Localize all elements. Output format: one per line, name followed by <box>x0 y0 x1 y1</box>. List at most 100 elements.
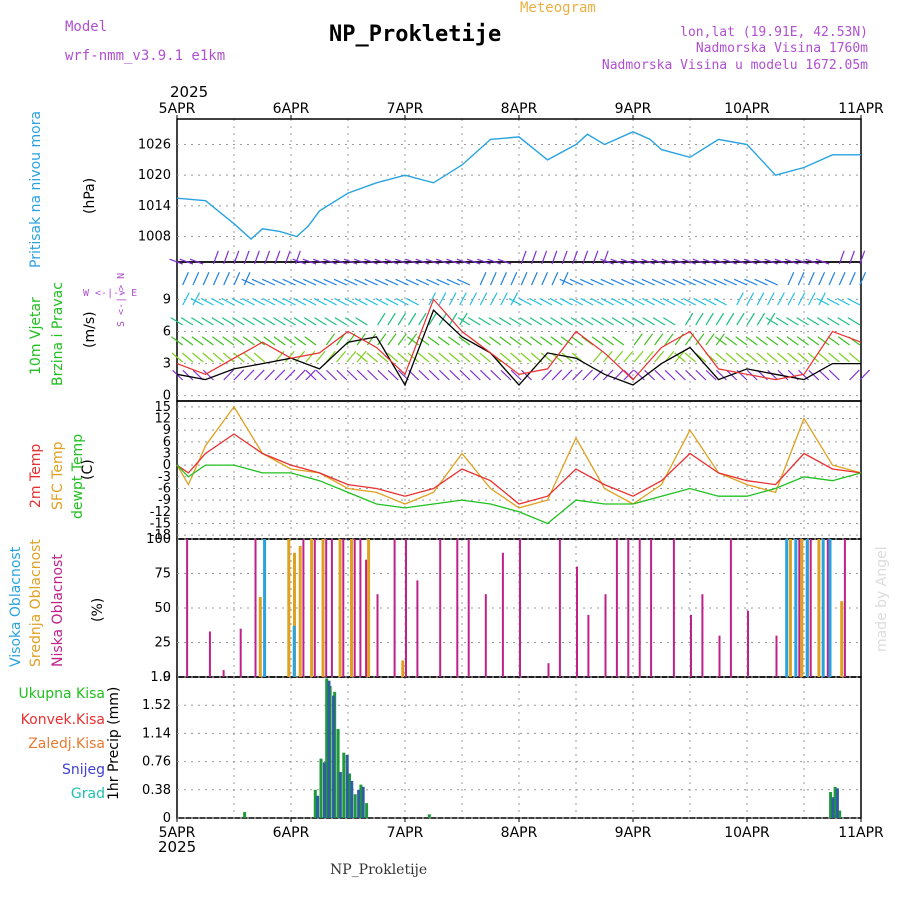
wind-arrow <box>510 292 519 306</box>
wind-arrow <box>601 317 614 326</box>
cloud-low-bar <box>330 539 333 677</box>
wind-arrow <box>242 336 255 346</box>
wind-arrow <box>377 333 387 346</box>
wind-arrow <box>735 352 748 363</box>
wind-arrow <box>223 369 234 381</box>
y-tick-label: 0 <box>163 458 171 473</box>
cloud-low-bar <box>826 539 829 677</box>
cloud-mid-bar <box>817 539 821 677</box>
wind-arrow <box>601 336 614 346</box>
wind-arrow <box>171 352 184 363</box>
wind-arrow <box>364 297 378 306</box>
wind-arrow <box>685 369 697 381</box>
wind-arrow <box>171 336 184 346</box>
y-tick-label: 1.52 <box>142 698 171 713</box>
wind-arrow <box>222 352 235 363</box>
precip-snow-bar <box>835 788 839 818</box>
precip-snow-bar <box>361 786 365 818</box>
wind-arrow <box>509 336 522 346</box>
wind-arrow <box>407 333 418 346</box>
wind-arrow <box>766 352 779 363</box>
wind-arrow <box>539 297 553 306</box>
wind-arrow <box>500 271 508 286</box>
wind-arrow <box>356 369 368 381</box>
wind-arrow <box>530 336 543 346</box>
wind-arrow <box>775 317 789 326</box>
cloud-low-bar <box>467 539 470 677</box>
wind-arrow <box>172 369 184 381</box>
wind-arrow <box>756 292 765 306</box>
wind-arrow <box>304 336 317 346</box>
wind-arrow <box>182 292 190 306</box>
wind-arrow <box>489 271 497 286</box>
cloud-low-bar <box>650 539 653 677</box>
wind-arrow <box>326 369 338 381</box>
legend-snijeg: Snijeg <box>61 762 105 778</box>
wind-arrow <box>232 336 245 346</box>
wind-arrow <box>428 292 437 306</box>
wind-arrow <box>241 278 255 286</box>
wind-arrow <box>816 317 830 326</box>
wind-arrow <box>549 297 563 306</box>
precip-total-bar <box>833 786 837 818</box>
wind-arrow <box>541 250 548 265</box>
wind-arrow <box>180 317 194 326</box>
wind-arrow <box>560 336 573 346</box>
cloud-mid-bar <box>293 552 296 677</box>
cloud-low-bar <box>775 635 778 677</box>
year-label-top: 2025 <box>170 83 209 101</box>
wind-arrow <box>807 352 820 363</box>
wind-arrow <box>621 317 635 326</box>
wind-arrow <box>519 336 532 346</box>
wind-arrow <box>826 297 840 306</box>
wind-arrow <box>715 369 727 381</box>
wind-arrow <box>580 278 594 286</box>
wind-arrow <box>282 297 296 306</box>
wind-arrow <box>395 297 409 306</box>
wind-arrow <box>591 336 604 346</box>
wind-arrow <box>336 369 348 381</box>
wind-arrow <box>641 258 655 265</box>
cloud-low-bar <box>718 635 721 677</box>
wind-arrow <box>499 336 512 346</box>
wind-arrow <box>253 352 266 363</box>
wind-arrow <box>592 250 599 265</box>
wind-axis-key: W <-|-> E <box>83 288 138 299</box>
cloud-low-bar <box>484 594 487 677</box>
y-tick-label: 100 <box>146 532 171 547</box>
wind-arrow <box>313 297 327 306</box>
wind-arrow <box>436 278 450 286</box>
wind-arrow <box>623 350 634 363</box>
wind-arrow <box>765 317 779 326</box>
precip-snow-bar <box>350 780 354 818</box>
wind-arrow <box>806 317 820 326</box>
wind-arrow <box>633 333 643 346</box>
wind-arrow <box>684 333 695 346</box>
precip-snow-bar <box>316 795 320 818</box>
y-tick-label: 0 <box>163 670 171 685</box>
y-tick-label: -9 <box>158 493 171 508</box>
wind-arrow <box>541 271 549 286</box>
cloud-low-bar <box>376 594 379 677</box>
wind-arrow <box>387 369 399 381</box>
wind-arrow <box>274 369 286 381</box>
cloud-low-bar <box>439 539 442 677</box>
cloud-high-bar <box>794 539 798 677</box>
wind-arrow <box>713 297 727 306</box>
wind-arrow <box>459 312 468 326</box>
x-tick-label-top: 6APR <box>273 101 310 117</box>
wind-arrow <box>323 278 337 286</box>
wind-arrow <box>509 317 522 326</box>
wind-arrow <box>518 297 532 306</box>
y-tick-label: -12 <box>150 505 171 520</box>
wind-arrow <box>375 297 389 306</box>
wind-arrow <box>767 369 779 381</box>
wind-arrow <box>754 278 768 286</box>
wind-arrow <box>776 336 789 346</box>
wind-arrow <box>190 297 204 306</box>
y-tick-label: 0.76 <box>142 755 171 770</box>
cloud-low-bar <box>302 539 305 677</box>
year-label-bottom: 2025 <box>158 838 197 856</box>
wind-arrow <box>232 317 245 326</box>
precip-snow-bar <box>322 762 326 818</box>
